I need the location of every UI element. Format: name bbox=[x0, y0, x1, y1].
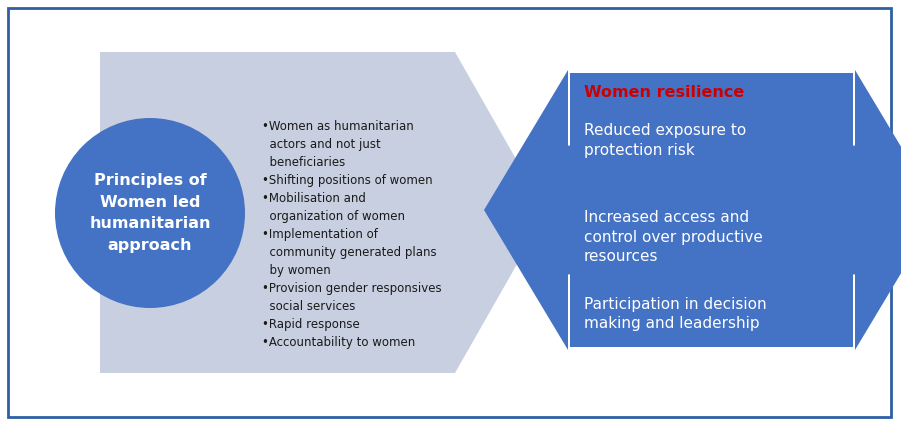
Polygon shape bbox=[100, 52, 547, 373]
Text: •Women as humanitarian
  actors and not just
  beneficiaries
•Shifting positions: •Women as humanitarian actors and not ju… bbox=[262, 120, 441, 349]
Circle shape bbox=[55, 118, 245, 308]
FancyBboxPatch shape bbox=[8, 8, 891, 417]
Text: Women resilience: Women resilience bbox=[584, 85, 744, 100]
Polygon shape bbox=[484, 70, 901, 350]
FancyBboxPatch shape bbox=[570, 73, 853, 347]
Text: Principles of
Women led
humanitarian
approach: Principles of Women led humanitarian app… bbox=[89, 173, 211, 253]
Text: Increased access and
control over productive
resources: Increased access and control over produc… bbox=[584, 210, 763, 264]
Text: Reduced exposure to
protection risk: Reduced exposure to protection risk bbox=[584, 123, 746, 158]
Text: Participation in decision
making and leadership: Participation in decision making and lea… bbox=[584, 297, 767, 332]
